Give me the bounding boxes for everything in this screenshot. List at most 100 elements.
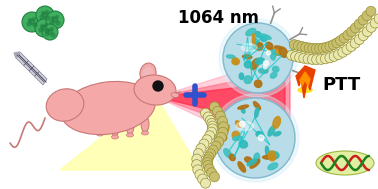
Circle shape	[347, 27, 357, 37]
Circle shape	[362, 11, 372, 21]
Ellipse shape	[274, 46, 283, 49]
Ellipse shape	[111, 120, 119, 136]
Ellipse shape	[127, 133, 133, 137]
Circle shape	[303, 54, 313, 64]
Ellipse shape	[96, 132, 104, 136]
Polygon shape	[300, 72, 310, 86]
Circle shape	[216, 132, 226, 142]
Ellipse shape	[238, 105, 248, 109]
Ellipse shape	[238, 162, 246, 172]
Ellipse shape	[255, 42, 263, 50]
Ellipse shape	[245, 157, 252, 163]
Ellipse shape	[279, 47, 287, 57]
Ellipse shape	[171, 92, 179, 98]
Circle shape	[28, 19, 31, 22]
Polygon shape	[16, 52, 47, 85]
Circle shape	[214, 137, 224, 147]
Circle shape	[45, 23, 48, 26]
Ellipse shape	[273, 132, 281, 136]
Circle shape	[218, 116, 228, 126]
Circle shape	[333, 50, 344, 60]
Circle shape	[203, 112, 213, 122]
Ellipse shape	[46, 89, 84, 121]
Circle shape	[299, 53, 309, 63]
Circle shape	[200, 178, 211, 188]
Ellipse shape	[256, 131, 263, 137]
Circle shape	[215, 111, 225, 121]
Circle shape	[207, 118, 217, 128]
Ellipse shape	[260, 34, 271, 39]
Circle shape	[350, 23, 361, 33]
Circle shape	[318, 43, 328, 53]
Ellipse shape	[273, 66, 279, 72]
Circle shape	[240, 121, 245, 127]
Ellipse shape	[232, 131, 240, 139]
Circle shape	[206, 127, 217, 137]
Ellipse shape	[269, 49, 281, 55]
Ellipse shape	[225, 125, 229, 135]
Ellipse shape	[270, 72, 277, 78]
Circle shape	[295, 52, 305, 62]
Circle shape	[211, 141, 221, 151]
Ellipse shape	[255, 108, 259, 118]
Ellipse shape	[253, 38, 258, 45]
Ellipse shape	[263, 65, 268, 70]
Circle shape	[293, 41, 303, 51]
Circle shape	[42, 12, 48, 18]
Circle shape	[51, 33, 55, 37]
Ellipse shape	[247, 159, 257, 166]
Circle shape	[203, 157, 212, 167]
Circle shape	[307, 54, 317, 64]
Circle shape	[194, 149, 203, 159]
Ellipse shape	[250, 159, 260, 168]
Circle shape	[308, 43, 318, 53]
Circle shape	[339, 33, 349, 43]
Text: PTT: PTT	[322, 76, 360, 94]
Circle shape	[374, 14, 378, 24]
Ellipse shape	[242, 44, 257, 51]
Ellipse shape	[112, 135, 118, 139]
Circle shape	[290, 40, 299, 50]
Circle shape	[316, 54, 326, 64]
Ellipse shape	[229, 154, 235, 161]
Ellipse shape	[134, 75, 176, 105]
Ellipse shape	[268, 151, 276, 161]
Ellipse shape	[126, 118, 134, 134]
Circle shape	[297, 42, 307, 52]
Circle shape	[36, 6, 54, 24]
Circle shape	[204, 164, 214, 174]
Ellipse shape	[246, 29, 256, 36]
Circle shape	[53, 18, 57, 22]
Circle shape	[223, 23, 293, 93]
Ellipse shape	[239, 140, 248, 148]
Polygon shape	[157, 70, 290, 145]
Circle shape	[192, 160, 201, 170]
Ellipse shape	[270, 49, 276, 60]
Ellipse shape	[236, 122, 254, 130]
Circle shape	[42, 12, 45, 15]
Circle shape	[287, 50, 297, 60]
Circle shape	[362, 27, 372, 36]
Ellipse shape	[259, 68, 268, 73]
Circle shape	[208, 145, 218, 155]
Circle shape	[258, 135, 264, 141]
Circle shape	[219, 19, 297, 97]
Circle shape	[193, 165, 203, 175]
Circle shape	[311, 44, 321, 53]
Ellipse shape	[268, 163, 278, 170]
Ellipse shape	[141, 116, 149, 132]
Circle shape	[50, 20, 54, 24]
Circle shape	[329, 51, 339, 61]
Circle shape	[354, 19, 364, 29]
Circle shape	[208, 121, 217, 131]
Circle shape	[311, 55, 322, 65]
Circle shape	[304, 43, 314, 53]
Ellipse shape	[254, 44, 260, 50]
Ellipse shape	[226, 55, 235, 58]
Circle shape	[48, 29, 53, 35]
Circle shape	[35, 19, 53, 37]
Circle shape	[198, 174, 208, 184]
Ellipse shape	[260, 69, 268, 73]
Circle shape	[56, 21, 60, 25]
Circle shape	[358, 31, 368, 41]
